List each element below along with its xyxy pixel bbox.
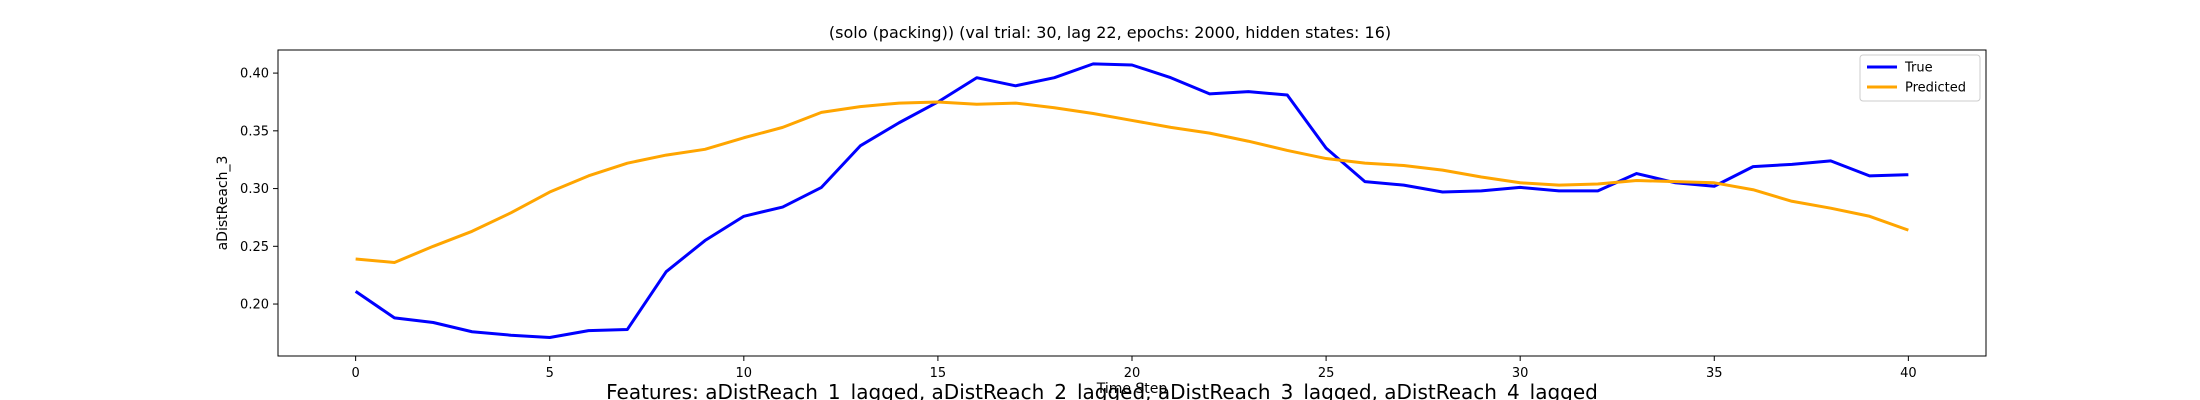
series-line-true xyxy=(354,62,1909,340)
x-tick-label: 5 xyxy=(546,366,554,381)
x-tick-label: 0 xyxy=(351,366,359,381)
x-tick-label: 10 xyxy=(736,366,753,381)
y-tick-label: 0.25 xyxy=(240,240,269,255)
legend-label-predicted: Predicted xyxy=(1905,81,1966,96)
y-tick-label: 0.30 xyxy=(240,182,269,197)
series-line-predicted xyxy=(355,100,1909,264)
x-tick-label: 15 xyxy=(930,366,947,381)
chart-title: (solo (packing)) (val trial: 30, lag 22,… xyxy=(829,23,1391,42)
legend-label-true: True xyxy=(1904,61,1933,76)
x-tick-label: 30 xyxy=(1512,366,1529,381)
x-axis-label: Time Step xyxy=(1096,381,1168,397)
features-caption: Features: aDistReach_1_lagged, aDistReac… xyxy=(606,380,1598,400)
y-tick-label: 0.35 xyxy=(240,124,269,139)
y-tick-label: 0.20 xyxy=(240,298,269,313)
x-tick-label: 35 xyxy=(1706,366,1723,381)
y-axis-label: aDistReach_3 xyxy=(215,156,231,251)
y-tick-label: 0.40 xyxy=(240,67,269,82)
x-tick-label: 25 xyxy=(1318,366,1335,381)
chart-legend: True Predicted xyxy=(1859,54,1981,102)
plot-area-frame xyxy=(277,49,1987,357)
x-tick-label: 20 xyxy=(1124,366,1141,381)
x-tick-label: 40 xyxy=(1900,366,1917,381)
